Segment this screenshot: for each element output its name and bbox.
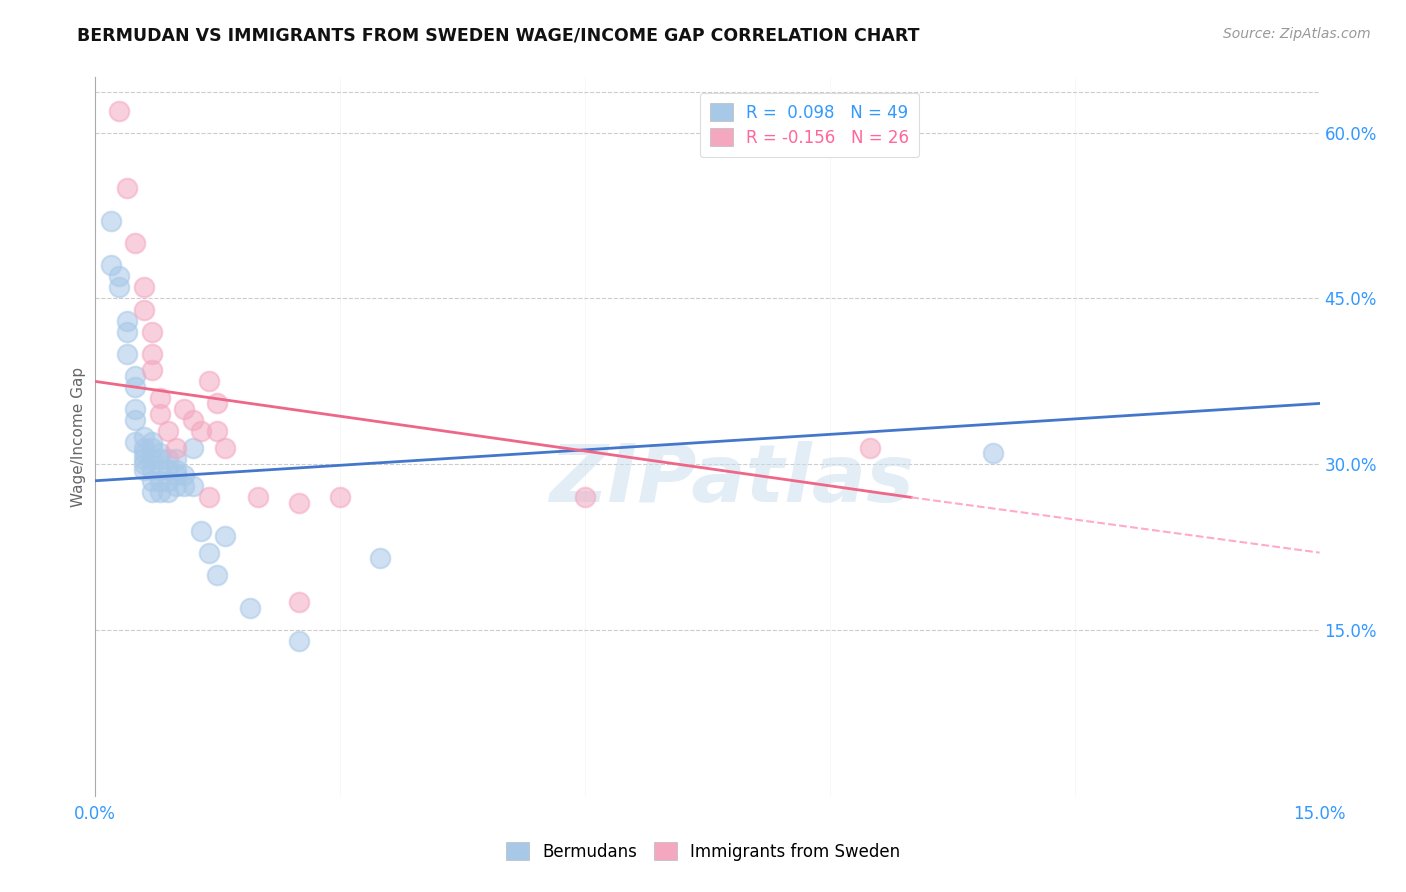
Point [141,484,163,499]
Point [287,634,309,648]
Point [173,468,195,483]
Point [115,325,138,339]
Point [141,363,163,377]
Point [205,396,228,410]
Point [198,491,221,505]
Y-axis label: Wage/Income Gap: Wage/Income Gap [72,367,86,507]
Point [141,451,163,466]
Point [239,600,262,615]
Point [115,347,138,361]
Point [173,401,195,416]
Point [124,380,146,394]
Point [124,236,146,251]
Point [141,435,163,450]
Point [981,446,1004,460]
Point [173,479,195,493]
Legend: R =  0.098   N = 49, R = -0.156   N = 26: R = 0.098 N = 49, R = -0.156 N = 26 [700,93,920,157]
Point [132,451,155,466]
Point [329,491,352,505]
Point [198,375,221,389]
Point [149,474,172,488]
Point [108,280,131,294]
Point [198,546,221,560]
Point [190,424,212,438]
Point [205,424,228,438]
Point [574,491,596,505]
Legend: Bermudans, Immigrants from Sweden: Bermudans, Immigrants from Sweden [499,836,907,868]
Point [124,435,146,450]
Point [115,181,138,195]
Point [149,408,172,422]
Point [124,368,146,383]
Point [149,463,172,477]
Point [165,468,187,483]
Point [370,551,392,566]
Text: ZIPatlas: ZIPatlas [550,441,914,518]
Point [132,302,155,317]
Point [132,463,155,477]
Point [149,451,172,466]
Point [132,280,155,294]
Point [141,463,163,477]
Point [149,391,172,405]
Point [149,446,172,460]
Point [190,524,212,538]
Point [108,269,131,284]
Point [141,441,163,455]
Point [108,103,131,118]
Point [205,567,228,582]
Point [157,424,180,438]
Point [100,258,122,272]
Point [141,474,163,488]
Point [214,441,236,455]
Point [181,413,204,427]
Point [287,595,309,609]
Point [132,457,155,471]
Point [214,529,236,543]
Point [246,491,269,505]
Point [141,347,163,361]
Point [181,479,204,493]
Text: Source: ZipAtlas.com: Source: ZipAtlas.com [1223,27,1371,41]
Text: BERMUDAN VS IMMIGRANTS FROM SWEDEN WAGE/INCOME GAP CORRELATION CHART: BERMUDAN VS IMMIGRANTS FROM SWEDEN WAGE/… [77,27,920,45]
Point [132,441,155,455]
Point [115,313,138,327]
Point [157,474,180,488]
Point [165,463,187,477]
Point [157,451,180,466]
Point [141,325,163,339]
Point [124,413,146,427]
Point [165,451,187,466]
Point [149,484,172,499]
Point [124,401,146,416]
Point [181,441,204,455]
Point [157,463,180,477]
Point [287,496,309,510]
Point [157,484,180,499]
Point [132,446,155,460]
Point [859,441,882,455]
Point [132,429,155,443]
Point [165,479,187,493]
Point [100,214,122,228]
Point [165,441,187,455]
